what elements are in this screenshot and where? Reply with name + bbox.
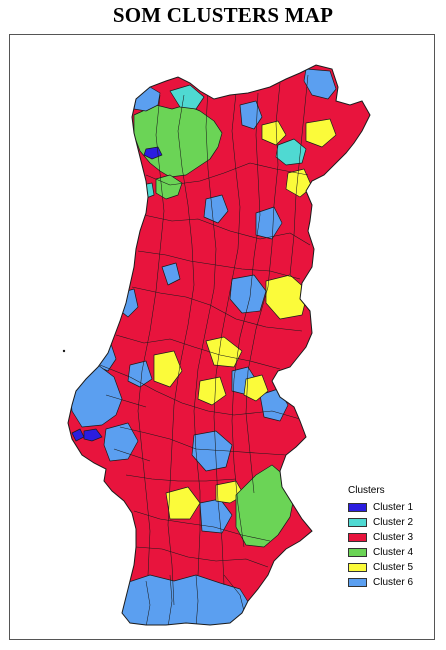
legend-label-cluster-4: Cluster 4 — [373, 547, 414, 558]
legend-item-cluster-6: Cluster 6 — [348, 575, 428, 590]
cluster6-region-northeast — [303, 68, 337, 100]
cluster2-region-north — [169, 84, 205, 110]
cluster6-region-guarda — [255, 206, 283, 240]
legend-item-cluster-5: Cluster 5 — [348, 560, 428, 575]
cluster5-region-braganca-east — [305, 118, 337, 148]
portugal-cluster-map — [62, 64, 371, 626]
cluster6-region-santarem — [127, 360, 153, 388]
map-frame — [9, 34, 435, 640]
legend-swatch-cluster-3 — [348, 533, 367, 542]
map-title: SOM CLUSTERS MAP — [112, 3, 334, 27]
cluster6-region-setubal — [103, 422, 139, 462]
cluster5-region-alto-alentejo — [205, 336, 243, 368]
legend-swatch-cluster-5 — [348, 563, 367, 572]
legend-item-cluster-1: Cluster 1 — [348, 500, 428, 515]
island-berlengas-dot — [62, 349, 66, 353]
legend-swatch-cluster-2 — [348, 518, 367, 527]
legend-swatch-cluster-6 — [348, 578, 367, 587]
legend-item-cluster-2: Cluster 2 — [348, 515, 428, 530]
cluster5-region-alentejo-east — [243, 374, 269, 402]
cluster5-region-beja-west — [165, 486, 201, 520]
cluster5-region-alentejo-central — [197, 376, 227, 406]
cluster6-region-castelo-branco — [229, 274, 267, 314]
cluster6-region-coimbra — [161, 262, 181, 286]
legend-swatch-cluster-1 — [348, 503, 367, 512]
legend-label-cluster-6: Cluster 6 — [373, 577, 414, 588]
cluster5-region-braganca-west — [261, 120, 287, 146]
legend-label-cluster-1: Cluster 1 — [373, 502, 414, 513]
cluster4-region-porto-north — [155, 174, 183, 200]
legend-title: Clusters — [348, 485, 385, 496]
cluster2-region-northeast — [275, 138, 307, 166]
legend-label-cluster-3: Cluster 3 — [373, 532, 414, 543]
district-boundaries — [99, 74, 311, 625]
map-legend: Clusters Cluster 1 Cluster 2 Cluster 3 C… — [348, 484, 428, 590]
legend-item-cluster-4: Cluster 4 — [348, 545, 428, 560]
cluster6-region-evora — [191, 430, 233, 472]
cluster1-region-lisbon-east — [83, 428, 103, 442]
legend-label-cluster-5: Cluster 5 — [373, 562, 414, 573]
cluster6-region-viseu — [203, 194, 229, 224]
legend-label-cluster-2: Cluster 2 — [373, 517, 414, 528]
legend-item-cluster-3: Cluster 3 — [348, 530, 428, 545]
legend-swatch-cluster-4 — [348, 548, 367, 557]
cluster5-region-ribatejo — [153, 350, 183, 388]
